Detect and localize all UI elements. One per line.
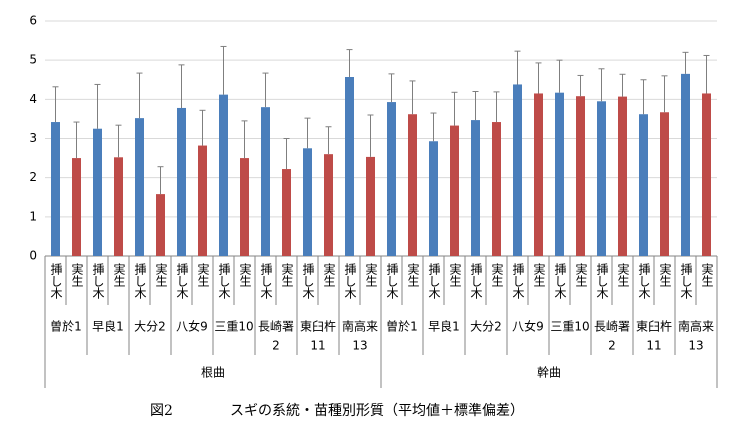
bar [429, 141, 438, 256]
bar-label: 挿し木 [91, 263, 105, 299]
bar-label: 実生 [112, 262, 126, 287]
bar-label: 実生 [616, 262, 630, 287]
bar [450, 125, 459, 256]
bar [177, 107, 186, 256]
bar-label: 実生 [658, 262, 672, 287]
bar [72, 158, 81, 256]
bar [576, 96, 585, 256]
y-tick-label: 1 [29, 209, 37, 223]
bar [240, 158, 249, 256]
bar [555, 92, 564, 256]
bar [618, 96, 627, 256]
y-tick-label: 4 [29, 92, 37, 106]
bar-label: 挿し木 [427, 263, 441, 299]
bar [198, 145, 207, 256]
bar [387, 102, 396, 256]
clone-label: 早良1 [428, 319, 460, 334]
bar-label: 挿し木 [217, 263, 231, 299]
bar [513, 84, 522, 256]
clone-label: 曽於1 [50, 319, 82, 334]
caption: スギの系統・苗種別形質（平均値＋標準偏差） [230, 403, 524, 419]
bar [366, 156, 375, 256]
y-tick-label: 6 [29, 14, 37, 28]
bar [534, 93, 543, 256]
clone-label: 三重10 [214, 320, 253, 334]
bar-label: 実生 [364, 262, 378, 287]
bar-label: 実生 [490, 262, 504, 287]
bar-label: 実生 [154, 262, 168, 287]
clone-label: 2 [272, 339, 280, 353]
bar [345, 77, 354, 256]
bar-label: 挿し木 [469, 263, 483, 299]
bar [156, 194, 165, 256]
bar [303, 148, 312, 256]
bar [471, 120, 480, 256]
bar-label: 実生 [196, 262, 210, 287]
bar [51, 122, 60, 256]
bar-label: 実生 [238, 262, 252, 287]
bar-label: 挿し木 [259, 263, 273, 299]
bar-label: 挿し木 [343, 263, 357, 299]
group-label: 根曲 [201, 366, 225, 380]
bar [261, 107, 270, 257]
y-tick-label: 5 [29, 53, 37, 67]
clone-label: 早良1 [92, 319, 124, 334]
bar-label: 挿し木 [679, 263, 693, 299]
bar [639, 114, 648, 256]
bar [93, 128, 102, 256]
caption-number: 図2 [150, 403, 173, 419]
clone-label: 八女9 [176, 319, 208, 334]
bar [492, 122, 501, 256]
clone-label: 11 [310, 339, 325, 353]
clone-label: 2 [608, 339, 616, 353]
bar [324, 154, 333, 256]
bar-label: 挿し木 [385, 263, 399, 299]
bar [597, 101, 606, 257]
bar [219, 94, 228, 256]
y-tick-label: 2 [29, 170, 37, 184]
clone-label: 南高来 [342, 319, 378, 334]
bar [114, 157, 123, 256]
clone-label: 13 [688, 339, 703, 353]
bar [702, 93, 711, 256]
clone-label: 東臼杵 [636, 319, 672, 334]
bar-label: 挿し木 [49, 263, 63, 299]
bar-label: 挿し木 [301, 263, 315, 299]
clone-label: 曽於1 [386, 319, 418, 334]
clone-label: 大分2 [470, 320, 502, 334]
y-tick-label: 0 [29, 249, 37, 263]
bar-label: 挿し木 [637, 263, 651, 299]
clone-label: 南高来 [678, 319, 714, 334]
bar-label: 実生 [574, 262, 588, 287]
bar [408, 114, 417, 256]
bar-label: 実生 [406, 262, 420, 287]
clone-label: 11 [646, 339, 661, 353]
clone-label: 長崎署 [258, 320, 294, 334]
bar-label: 実生 [70, 262, 84, 287]
bar [681, 73, 690, 256]
clone-label: 大分2 [134, 320, 166, 334]
group-label: 幹曲 [537, 365, 561, 380]
bar-label: 実生 [322, 262, 336, 287]
clone-label: 八女9 [512, 319, 544, 334]
bar-label: 挿し木 [553, 263, 567, 299]
bar-label: 挿し木 [133, 263, 147, 299]
bar [282, 169, 291, 256]
clone-label: 三重10 [550, 320, 589, 334]
bar-label: 実生 [532, 262, 546, 287]
bar-label: 実生 [700, 262, 714, 287]
bar-label: 実生 [280, 262, 294, 287]
bar [135, 118, 144, 256]
clone-label: 13 [352, 339, 367, 353]
bar-label: 挿し木 [595, 263, 609, 299]
bar-label: 実生 [448, 262, 462, 287]
bar-label: 挿し木 [175, 263, 189, 299]
bar-label: 挿し木 [511, 263, 525, 299]
clone-label: 東臼杵 [300, 319, 336, 334]
clone-label: 長崎署 [594, 320, 630, 334]
y-tick-label: 3 [29, 131, 37, 145]
bar [660, 112, 669, 256]
